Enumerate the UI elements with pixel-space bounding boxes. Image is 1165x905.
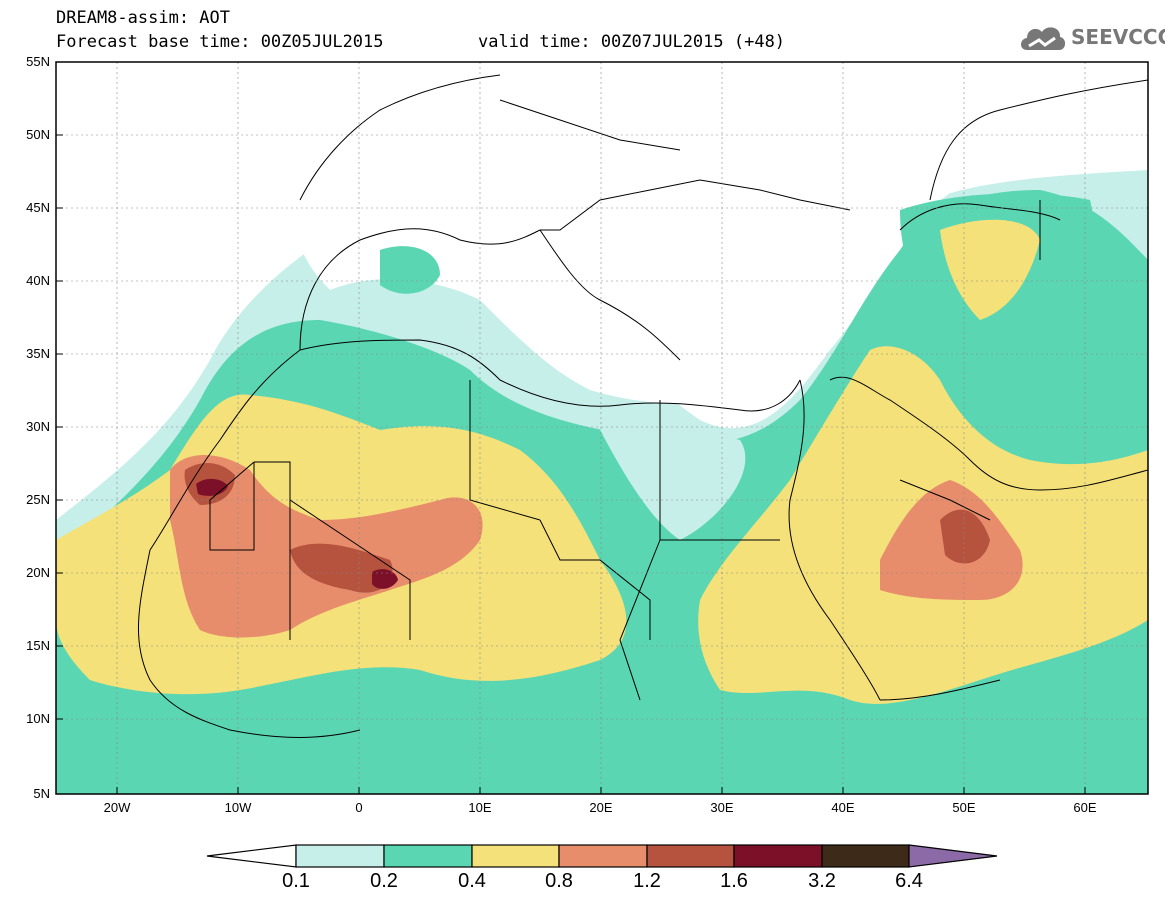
lat-label-45n: 45N: [26, 200, 50, 215]
map-frame: [55, 61, 1149, 795]
colorbar-label-1.2: 1.2: [633, 870, 661, 892]
colorbar-label-0.2: 0.2: [370, 870, 398, 892]
coastlines: [137, 74, 1148, 738]
aot-band-0.2-iberia: [380, 246, 440, 294]
lon-label-30e: 30E: [710, 800, 734, 815]
lat-label-20n: 20N: [26, 565, 50, 580]
lon-label-40e: 40E: [831, 800, 855, 815]
aot-band-0.4-caspian: [940, 219, 1040, 320]
axis-ticks: [56, 61, 1086, 795]
lat-label-50n: 50N: [26, 127, 50, 142]
lon-label-20e: 20E: [589, 800, 613, 815]
lon-label-10w: 10W: [224, 800, 252, 815]
logo-text: SEEVCCC: [1071, 25, 1165, 49]
lat-label-25n: 25N: [26, 492, 50, 507]
aot-band-1.2-arabia: [940, 509, 990, 564]
colorbar-label-1.6: 1.6: [720, 870, 748, 892]
seevccc-logo: SEEVCCC: [1017, 20, 1165, 60]
forecast-base-time: Forecast base time: 00Z05JUL2015: [56, 32, 384, 52]
lon-label-60e: 60E: [1073, 800, 1097, 815]
lon-label-50e: 50E: [952, 800, 976, 815]
lat-label-30n: 30N: [26, 419, 50, 434]
aot-band-1.6-sahara: [372, 569, 398, 589]
lon-label-0: 0: [355, 800, 363, 815]
lat-label-5n: 5N: [33, 786, 50, 801]
lat-label-15n: 15N: [26, 638, 50, 653]
aot-band-0.1-egypt: [590, 410, 746, 540]
colorbar-label-0.8: 0.8: [545, 870, 573, 892]
colorbar-label-6.4: 6.4: [895, 870, 923, 892]
colorbar-label-0.1: 0.1: [282, 870, 310, 892]
lat-label-10n: 10N: [26, 711, 50, 726]
lon-label-20w: 20W: [103, 800, 131, 815]
cloud-icon: [1021, 27, 1066, 50]
aot-band-1.2-sahara: [290, 543, 393, 593]
lat-label-55n: 55N: [26, 54, 50, 69]
lon-label-10e: 10E: [468, 800, 492, 815]
lat-label-35n: 35N: [26, 346, 50, 361]
valid-time: valid time: 00Z07JUL2015 (+48): [478, 32, 786, 52]
colorbar-label-3.2: 3.2: [808, 870, 836, 892]
map-title: DREAM8-assim: AOT: [56, 8, 230, 28]
colorbar-label-0.4: 0.4: [458, 870, 486, 892]
lat-label-40n: 40N: [26, 273, 50, 288]
gridlines: [56, 62, 1148, 794]
